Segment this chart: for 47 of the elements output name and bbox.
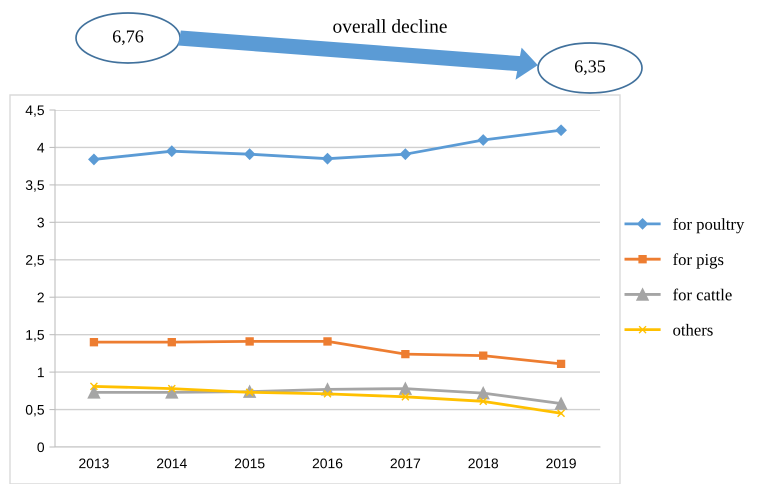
y-tick-label: 2,5 xyxy=(26,255,44,267)
point xyxy=(90,382,98,391)
point xyxy=(478,134,489,146)
x-tick-label: 2015 xyxy=(234,458,265,468)
point xyxy=(166,146,178,157)
point xyxy=(399,382,412,395)
point xyxy=(88,386,100,399)
y-tick-label: 4,5 xyxy=(26,105,44,117)
point xyxy=(168,338,176,346)
legend-label: for cattle xyxy=(673,288,732,300)
y-tick-label: 3 xyxy=(37,218,44,228)
text: 6,35 xyxy=(574,60,606,76)
x-tick-label: 2019 xyxy=(546,458,576,468)
point xyxy=(401,392,410,401)
y-tick-label: 1 xyxy=(38,368,44,378)
x-tick-label: 2018 xyxy=(468,458,498,468)
y-tick-label: 2 xyxy=(38,292,44,302)
point xyxy=(244,148,256,160)
point xyxy=(245,337,254,346)
y-tick-label: 4 xyxy=(37,142,44,152)
x-tick-label: 2013 xyxy=(79,458,109,468)
x-tick-label: 2016 xyxy=(312,458,342,468)
point xyxy=(90,338,98,346)
legend-label: others xyxy=(673,324,713,336)
point xyxy=(556,409,566,418)
legend-label: for pigs xyxy=(673,253,724,269)
y-tick-label: 1,5 xyxy=(26,330,44,342)
point xyxy=(479,397,488,406)
point xyxy=(554,397,568,410)
y-tick-label: 0,5 xyxy=(26,404,44,416)
point xyxy=(400,148,411,160)
text: overall decline xyxy=(333,19,447,33)
point xyxy=(556,360,566,368)
point xyxy=(479,351,488,360)
x-tick-label: 2014 xyxy=(157,458,187,468)
point xyxy=(323,390,332,398)
text: 6,76 xyxy=(112,30,144,46)
y-tick-label: 3,5 xyxy=(26,180,44,192)
point xyxy=(476,386,490,400)
point xyxy=(88,154,100,166)
point xyxy=(322,153,334,164)
point xyxy=(401,350,410,358)
legend-label: for poultry xyxy=(673,218,744,234)
point xyxy=(323,337,332,346)
x-tick-label: 2017 xyxy=(390,458,420,468)
point xyxy=(555,124,567,136)
y-tick-label: 0 xyxy=(37,442,44,452)
